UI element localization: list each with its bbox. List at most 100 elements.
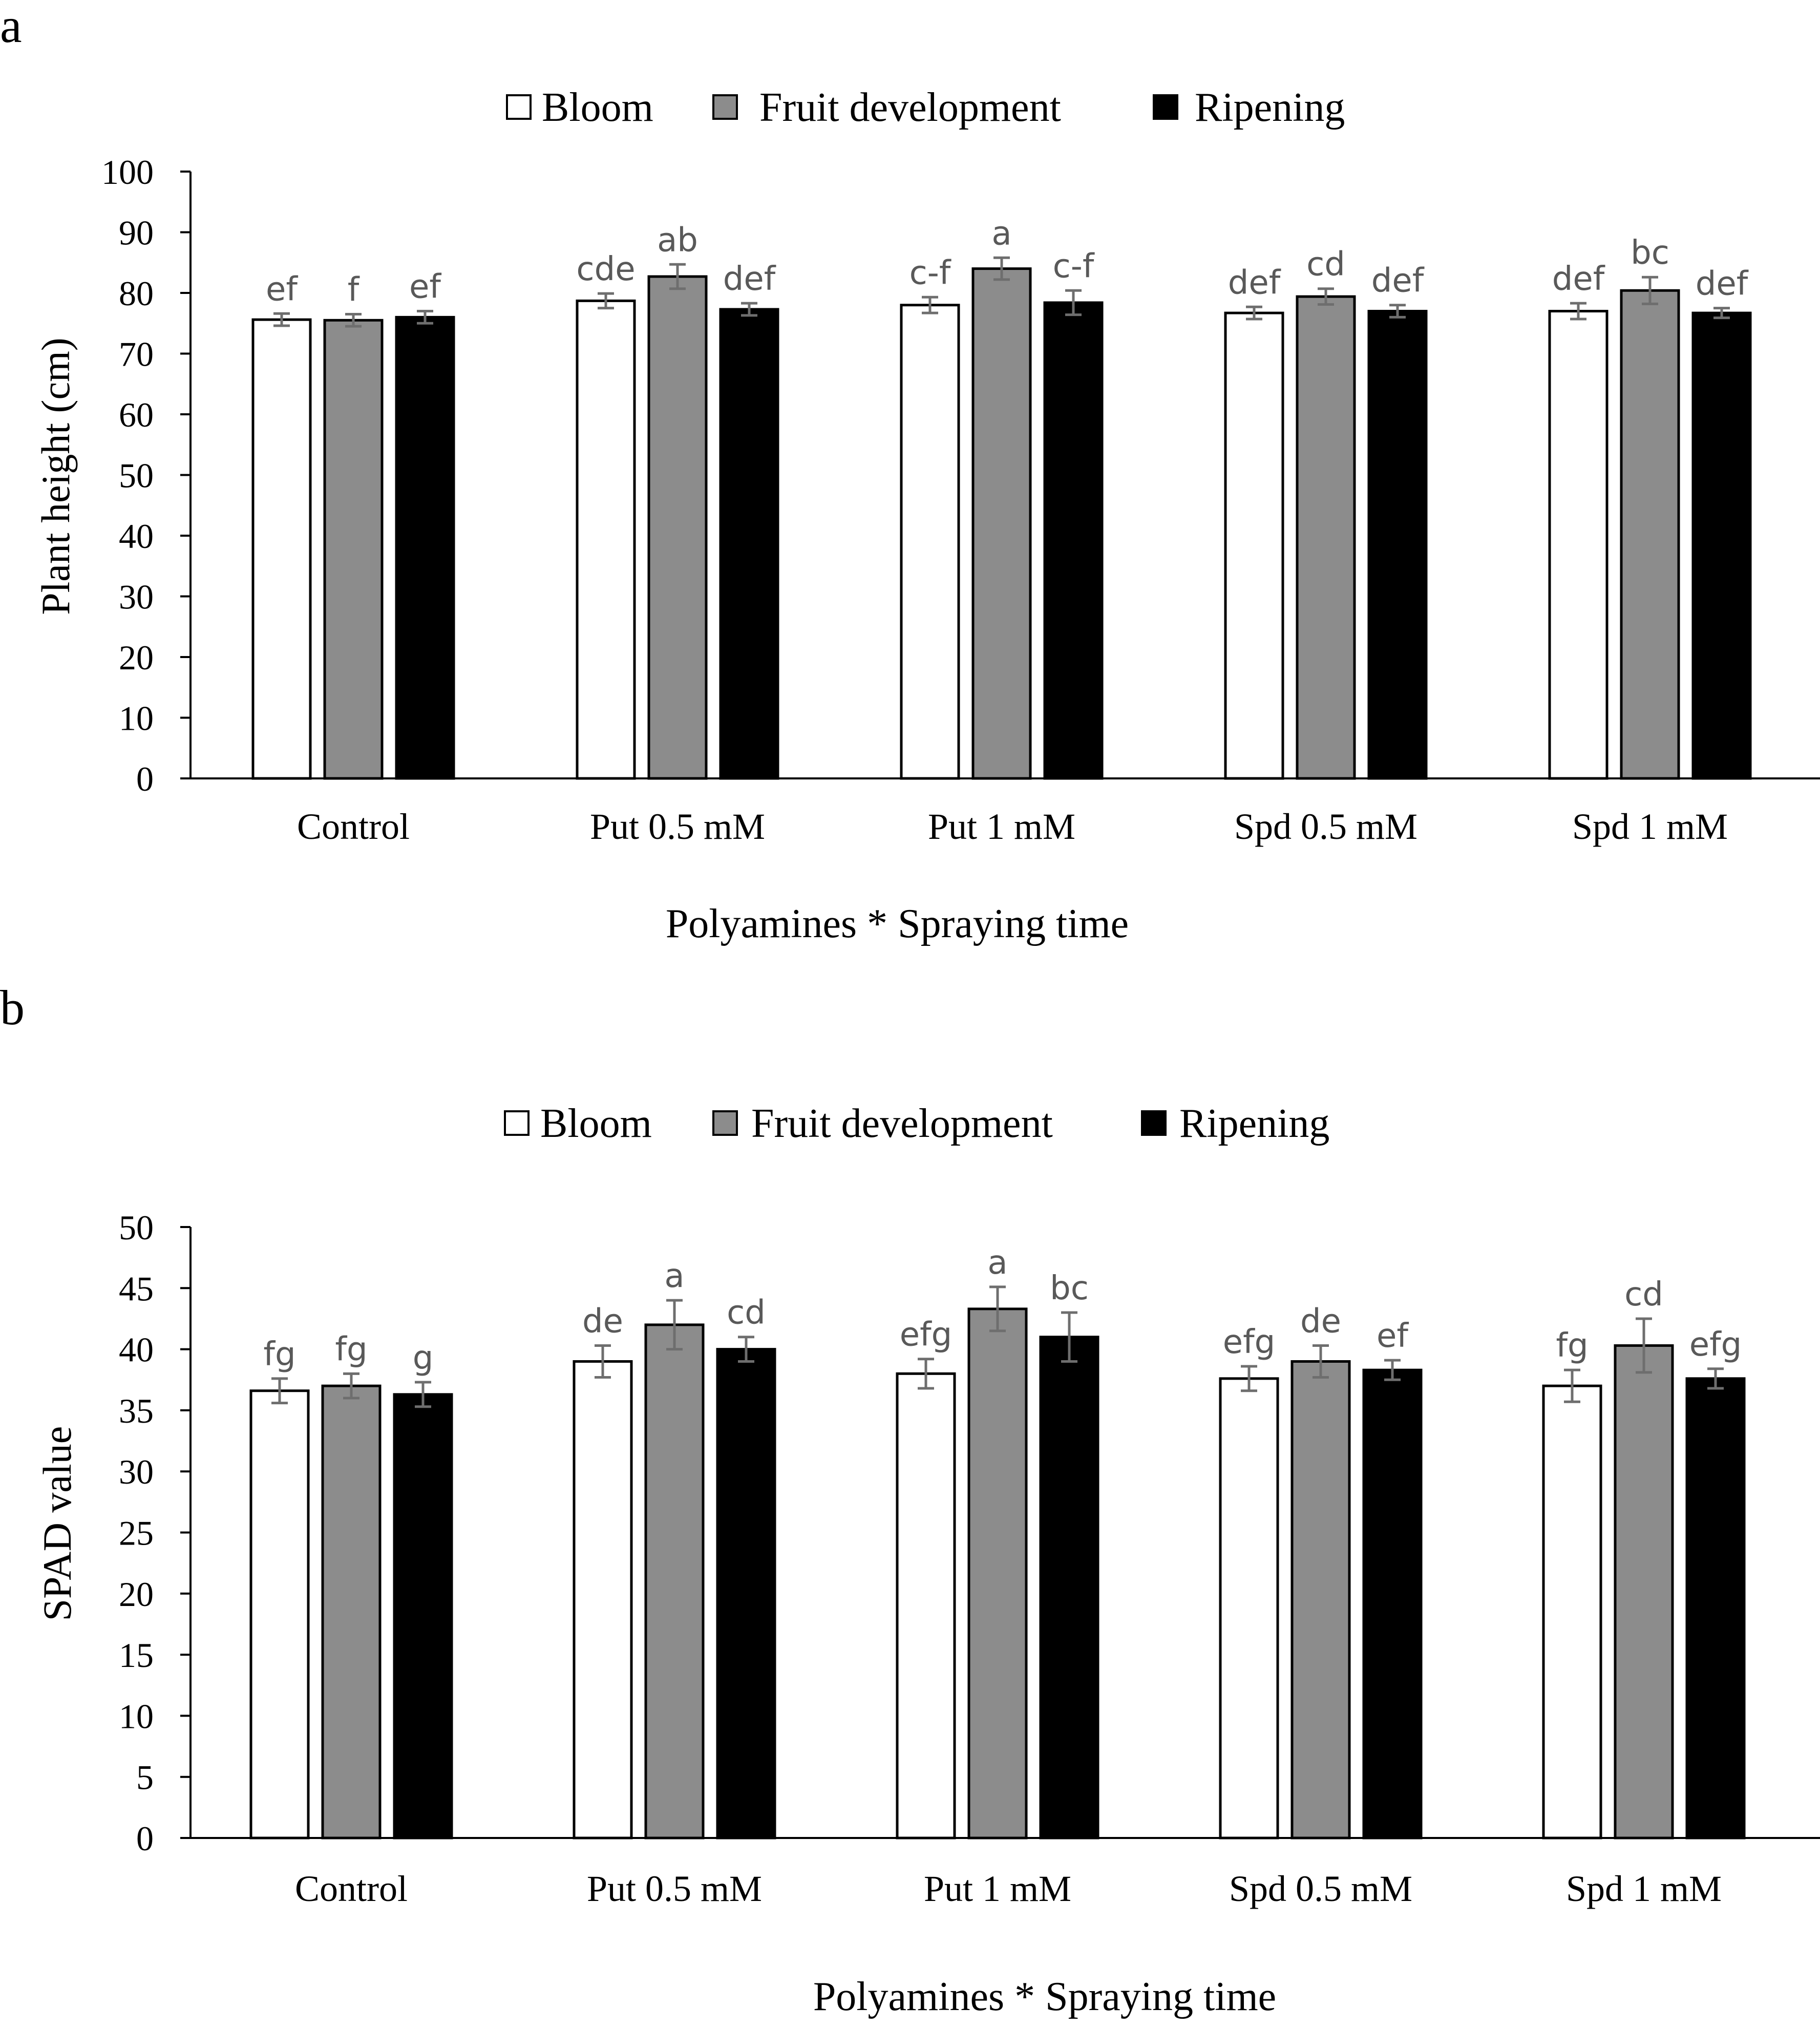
significance-label-panel-a-spd-1-mm-ripening: def [1696,265,1749,303]
panel-a-y-tick-label-20: 20 [119,638,154,677]
bar-panel-b-put-1-mm-ripening [1039,1336,1099,1840]
panel-a-y-tick-label-60: 60 [119,395,154,434]
bar-panel-b-put-0-5-mm-fruit-development [644,1323,705,1840]
panel-a-legend-label-ripening: Ripening [1195,85,1345,130]
error-bar-panel-b-spd-1-mm-ripening [1707,1367,1724,1390]
panel-a-category-label-spd-1-mm: Spd 1 mM [1572,806,1728,847]
error-bar-panel-b-put-0-5-mm-ripening [738,1336,754,1363]
significance-label-panel-a-spd-1-mm-bloom: def [1552,260,1605,298]
panel-b-category-label-put-1-mm: Put 1 mM [924,1868,1071,1909]
panel-b-y-axis: 0 5 10 15 20 25 30 35 40 45 50 [119,1208,192,1858]
bar-panel-b-spd-0-5-mm-ripening [1362,1368,1423,1840]
panel-b-legend-label-ripening: Ripening [1179,1101,1329,1146]
significance-label-panel-b-control-ripening: g [413,1339,434,1377]
bar-panel-a-spd-0-5-mm-fruit-development [1296,295,1356,780]
bar-panel-b-control-ripening [393,1393,453,1840]
significance-label-panel-a-spd-1-mm-fruit-development: bc [1631,234,1669,272]
panel-b-y-axis-title: SPAD value [35,1426,79,1621]
bar-panel-a-put-1-mm-bloom [900,304,960,780]
significance-label-panel-b-spd-0-5-mm-bloom: efg [1223,1323,1276,1361]
panel-a-x-axis-title: Polyamines * Spraying time [666,901,1129,946]
panel-a-legend-swatch-ripening [1153,94,1178,120]
significance-label-panel-a-put-1-mm-bloom: c-f [909,254,951,292]
significance-label-panel-a-put-0-5-mm-ripening: def [723,260,776,298]
significance-label-panel-b-control-bloom: fg [263,1336,295,1373]
panel-a-y-axis-title: Plant height (cm) [33,337,78,615]
panel-a-y-tick-label-50: 50 [119,456,154,495]
significance-label-panel-b-put-0-5-mm-fruit-development: a [664,1257,684,1295]
panel-b-y-tick-label-5: 5 [136,1758,154,1797]
panel-b-y-tick-label-35: 35 [119,1391,154,1430]
significance-label-panel-b-control-fruit-development: fg [335,1330,367,1368]
panel-b-category-label-control: Control [295,1868,408,1909]
panel-b-legend-item-bloom: Bloom [504,1101,652,1146]
bar-panel-a-spd-1-mm-fruit-development [1620,289,1680,780]
panel-a-category-label-put-0-5-mm: Put 0.5 mM [590,806,765,847]
panel-a-x-axis: Control Put 0.5 mM Put 1 mM Spd 0.5 mM Spd 1… [191,777,1820,847]
panel-b-legend-swatch-bloom [504,1110,530,1136]
panel-b-legend: Bloom Fruit development Ripening [504,1101,1329,1146]
bar-panel-a-spd-1-mm-bloom [1548,310,1609,780]
panel-a-legend-item-bloom: Bloom [506,85,653,130]
panel-b-legend-item-ripening: Ripening [1141,1101,1329,1146]
error-bar-panel-a-spd-1-mm-bloom [1570,302,1586,321]
significance-label-panel-a-spd-0-5-mm-fruit-development: cd [1306,246,1345,284]
bar-panel-a-put-0-5-mm-fruit-development [647,275,708,780]
error-bar-panel-b-control-bloom [271,1377,288,1405]
significance-label-panel-a-spd-0-5-mm-bloom: def [1228,264,1281,302]
panel-a-legend-swatch-bloom [506,94,532,120]
error-bar-panel-b-put-0-5-mm-bloom [595,1344,611,1379]
bar-panel-a-put-1-mm-ripening [1043,301,1104,780]
error-bar-panel-a-put-0-5-mm-fruit-development [669,263,686,290]
significance-label-panel-b-spd-0-5-mm-fruit-development: de [1300,1302,1341,1340]
error-bar-panel-a-put-1-mm-fruit-development [993,256,1010,281]
bar-panel-a-control-bloom [251,318,312,780]
error-bar-panel-b-spd-0-5-mm-ripening [1384,1359,1401,1381]
panel-b-x-axis-title: Polyamines * Spraying time [813,1974,1276,2019]
panel-a-plant-height-chart: a Bloom Fruit development Ripening 0 10 20 30… [0,0,1820,946]
panel-a-legend-label-fruit-development: Fruit development [759,85,1061,130]
bar-panel-b-control-fruit-development [321,1384,382,1840]
error-bar-panel-a-spd-1-mm-ripening [1713,307,1730,320]
panel-a-legend-item-ripening: Ripening [1153,85,1345,130]
bar-panel-a-control-ripening [395,315,455,780]
panel-a-y-tick-label-100: 100 [101,153,154,192]
bar-panel-b-put-0-5-mm-bloom [573,1360,633,1840]
error-bar-panel-a-put-1-mm-ripening [1065,289,1082,316]
panel-b-y-tick-label-20: 20 [119,1575,154,1614]
bar-panel-b-put-1-mm-bloom [896,1372,956,1840]
error-bar-panel-a-control-fruit-development [345,312,362,328]
bar-panel-b-control-bloom [249,1389,310,1840]
panel-b-y-tick-label-15: 15 [119,1636,154,1675]
panel-b-category-label-spd-1-mm: Spd 1 mM [1566,1868,1722,1909]
significance-label-panel-b-spd-1-mm-fruit-development: cd [1624,1276,1663,1314]
error-bar-panel-a-spd-0-5-mm-fruit-development [1318,287,1334,306]
error-bar-panel-a-put-0-5-mm-bloom [598,292,614,310]
panel-a-category-label-control: Control [297,806,410,847]
panel-a-y-tick-label-10: 10 [119,699,154,738]
error-bar-panel-b-control-ripening [415,1381,431,1408]
significance-label-panel-b-put-1-mm-bloom: efg [900,1316,953,1354]
error-bar-panel-b-put-1-mm-fruit-development [989,1285,1006,1333]
panel-b-legend-swatch-fruit-development [712,1110,738,1136]
panel-b-legend-label-bloom: Bloom [540,1101,652,1146]
panel-b-legend-swatch-ripening [1141,1110,1167,1136]
error-bar-panel-b-spd-0-5-mm-bloom [1241,1365,1257,1392]
error-bar-panel-b-spd-1-mm-fruit-development [1636,1317,1652,1374]
significance-label-panel-b-put-0-5-mm-ripening: cd [727,1294,766,1332]
bar-panel-a-control-fruit-development [323,319,384,780]
bar-panel-b-put-0-5-mm-ripening [716,1348,776,1840]
error-bar-panel-a-control-ripening [417,310,433,325]
bar-panel-a-spd-0-5-mm-ripening [1367,310,1428,780]
panel-b-y-tick-label-50: 50 [119,1208,154,1247]
panel-b-y-tick-label-30: 30 [119,1452,154,1491]
panel-a-legend-item-fruit-development: Fruit development [712,85,1061,130]
significance-label-panel-a-put-1-mm-ripening: c-f [1053,247,1095,285]
significance-label-panel-b-spd-1-mm-bloom: fg [1556,1327,1588,1365]
error-bar-panel-a-spd-1-mm-fruit-development [1642,276,1658,305]
bar-panel-a-put-0-5-mm-ripening [719,308,779,780]
panel-b-label: b [0,980,25,1035]
